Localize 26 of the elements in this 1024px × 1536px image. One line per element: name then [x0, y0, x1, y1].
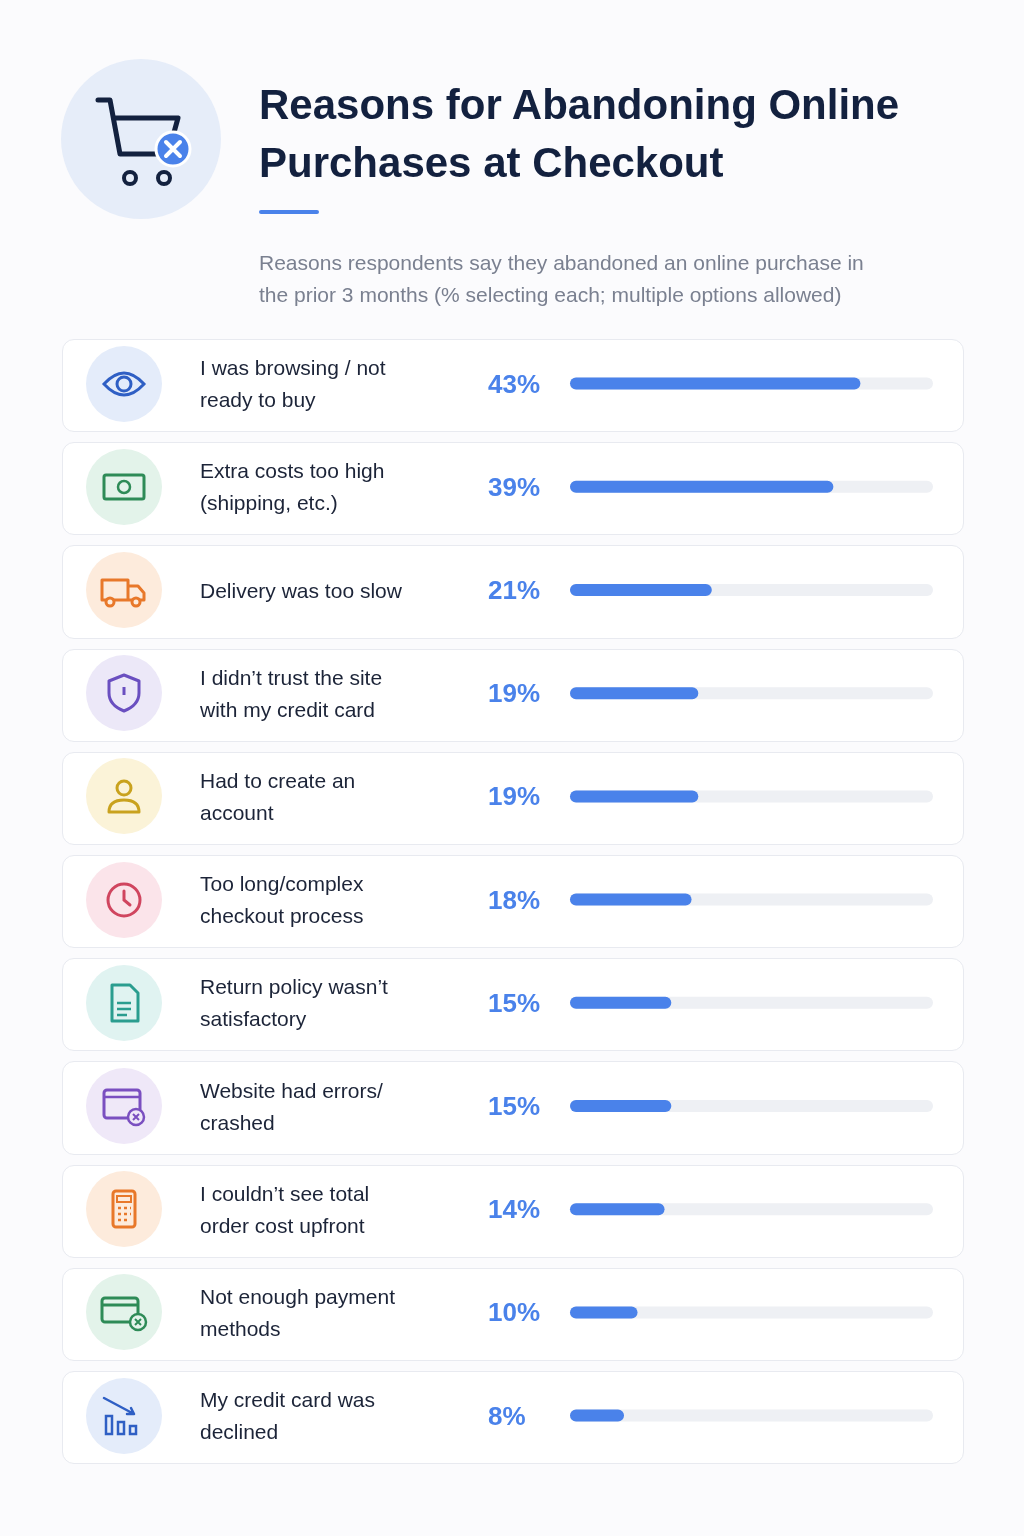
data-label: 21% — [488, 575, 541, 605]
y-tick-label: Delivery was too slow — [200, 578, 403, 602]
data-label: 8% — [488, 1400, 526, 1431]
y-tick-label: Had to create an account — [200, 768, 362, 824]
y-tick-label: Too long/complex checkout process — [200, 872, 370, 928]
data-label: 14% — [488, 1194, 541, 1225]
y-tick-label: I didn’t trust the site with my credit card — [199, 665, 388, 721]
y-tick-label: Return policy wasn’t satisfactory — [200, 975, 394, 1031]
data-label: 39% — [488, 471, 541, 502]
chart-subtitle: Reasons respondents say they abandoned an online purchase in the prior 3 months (% selecting each; multiple options allowed) — [259, 250, 865, 308]
data-label: 18% — [488, 884, 541, 915]
data-label: 43% — [488, 368, 541, 399]
data-label: 19% — [488, 781, 541, 812]
y-tick-label: My credit card was declined — [200, 1388, 381, 1444]
bar — [570, 1306, 638, 1319]
data-label: 15% — [488, 987, 541, 1018]
bar — [570, 1409, 625, 1422]
y-tick-label: Website had errors/crashed — [200, 1078, 384, 1134]
data-label: 10% — [488, 1297, 541, 1328]
y-tick-label: I couldn’t see total order cost upfront — [200, 1181, 376, 1237]
y-tick-label: Not enough payment methods — [200, 1284, 401, 1340]
data-label: 19% — [488, 678, 541, 709]
y-tick-label: I was browsing / not ready to buy — [200, 356, 392, 412]
data-label: 15% — [488, 1091, 541, 1121]
chart-title: Reasons for Abandoning Online Purchases at Checkout — [259, 80, 901, 188]
y-tick-label: Extra costs too high (shipping, etc.) — [200, 459, 391, 515]
